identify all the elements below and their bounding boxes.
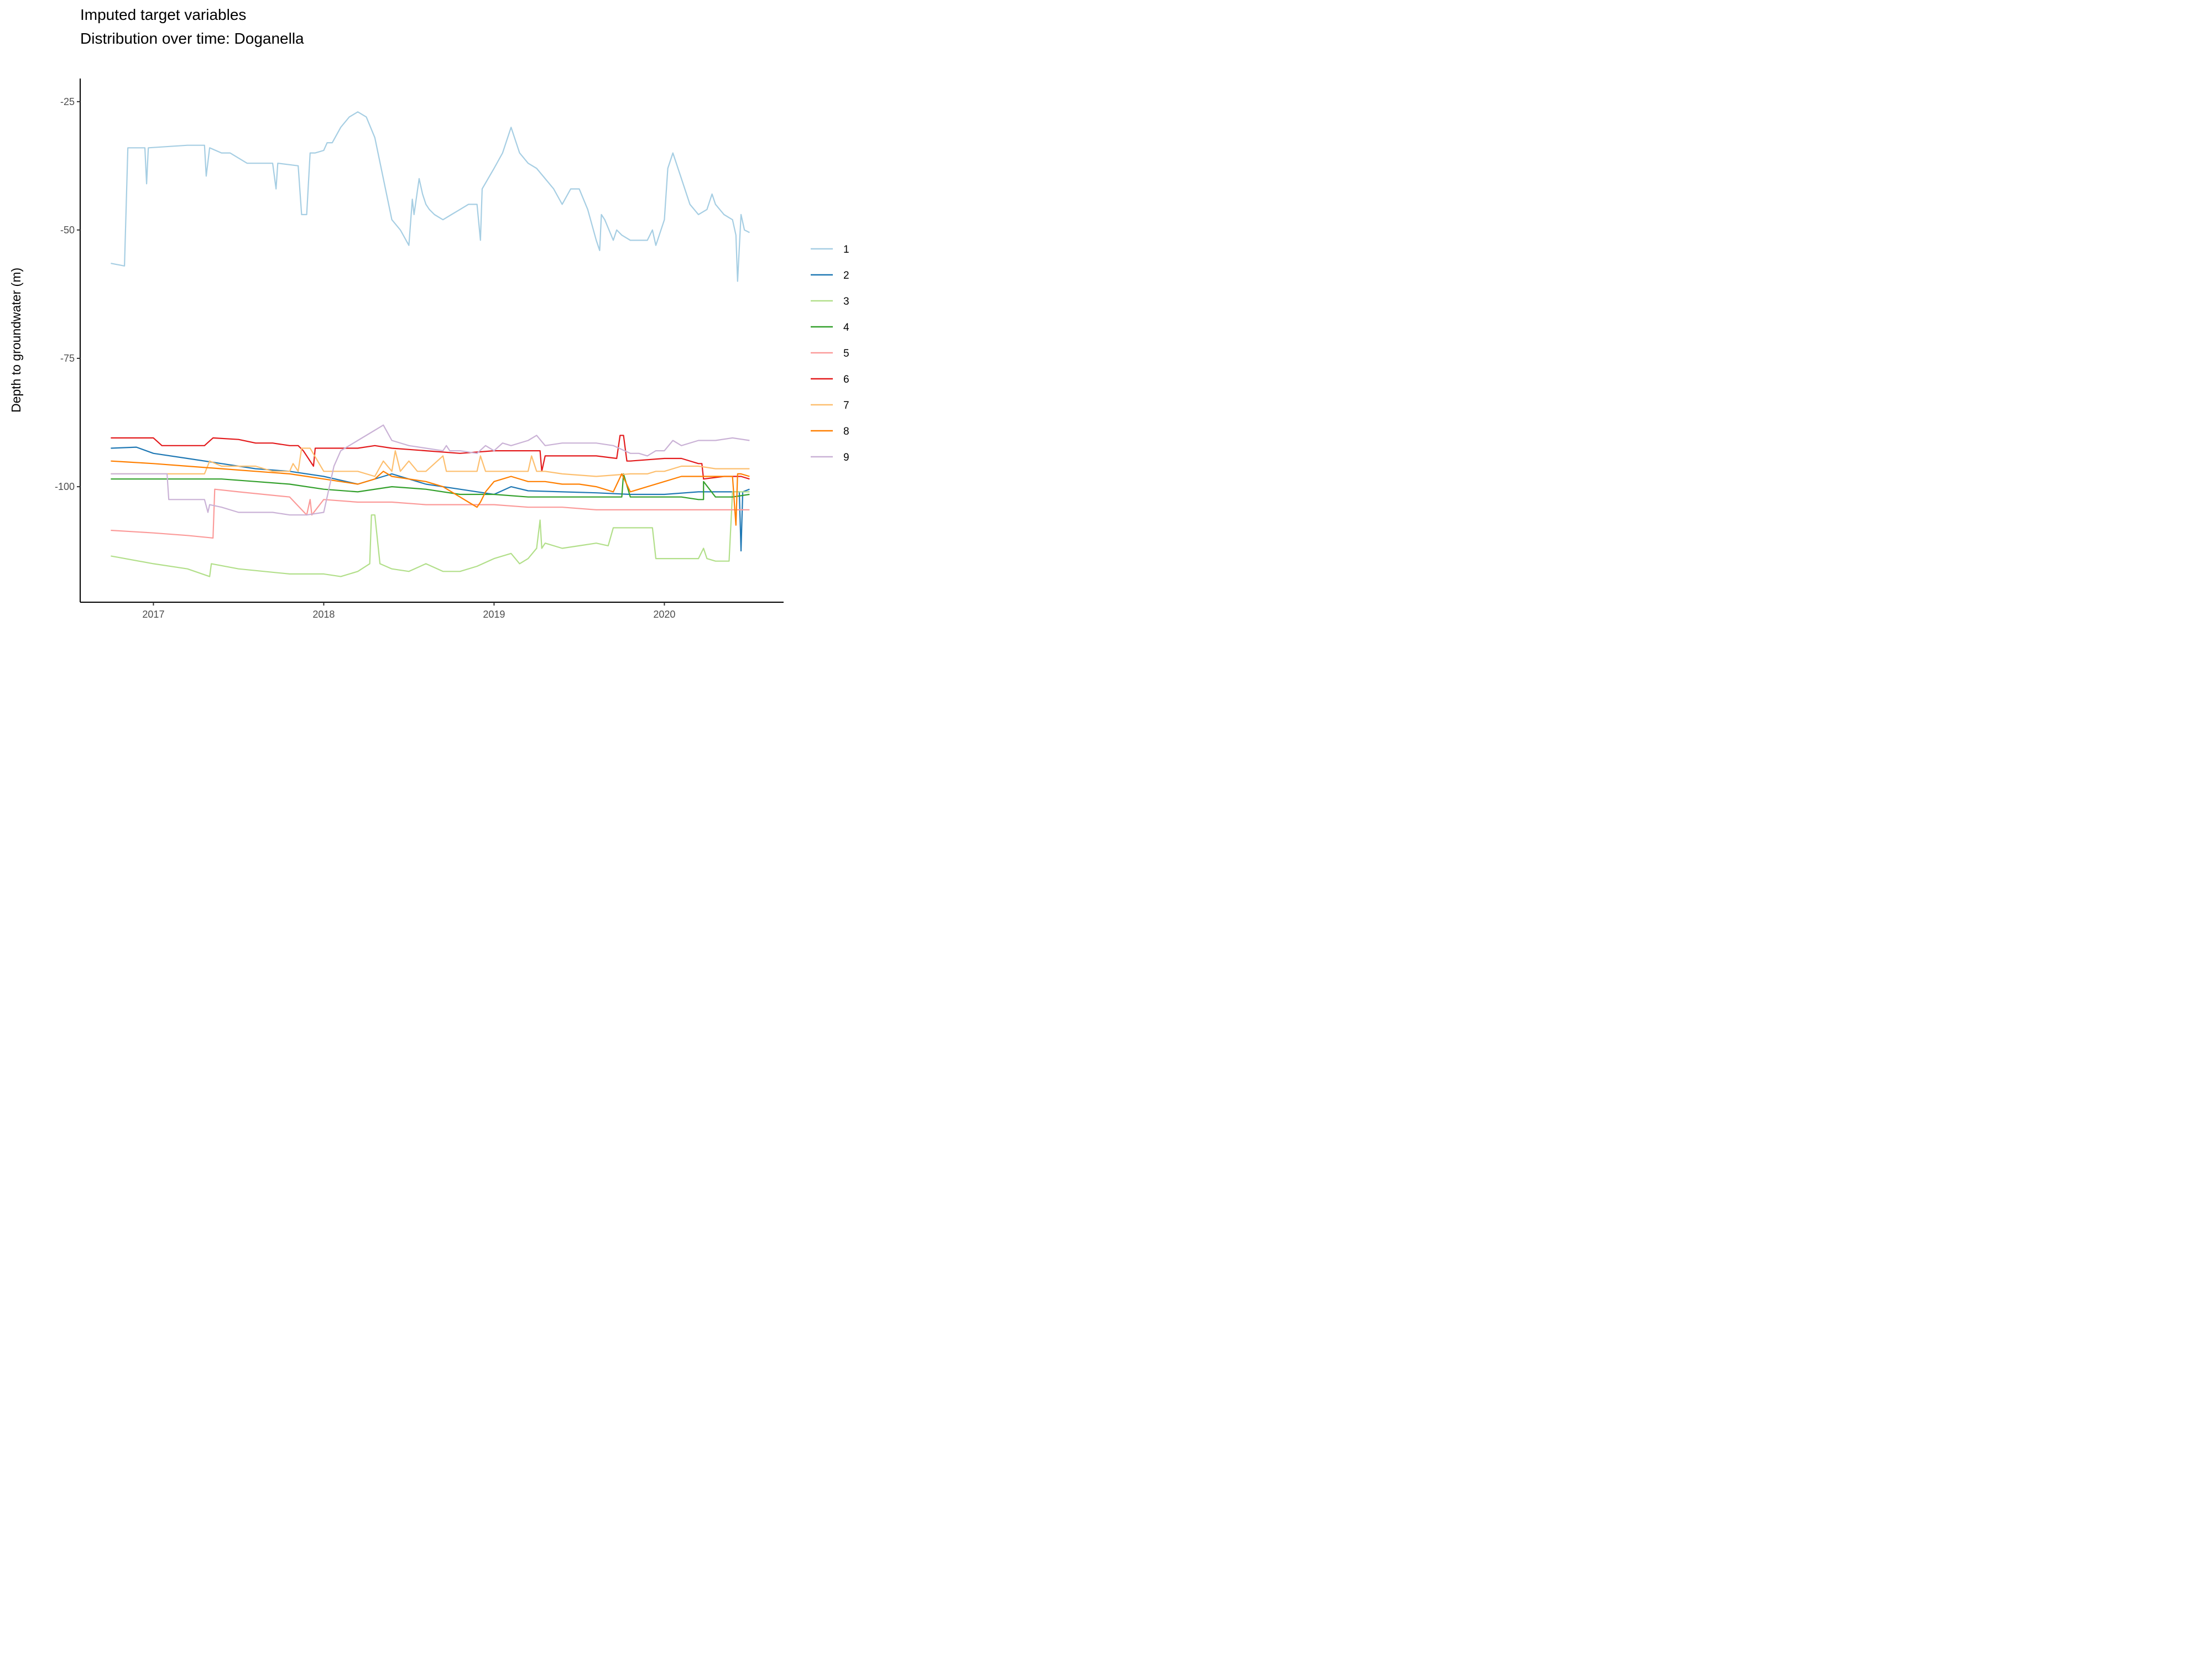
x-tick-label: 2020	[653, 609, 675, 620]
legend-label-2: 2	[843, 270, 849, 281]
legend-label-8: 8	[843, 426, 849, 437]
chart: Imputed target variables Distribution ov…	[0, 0, 858, 644]
y-tick-label: -100	[55, 481, 75, 492]
series-line-1	[111, 111, 750, 282]
y-tick-label: -25	[60, 96, 75, 107]
plot-area	[111, 111, 750, 577]
legend-label-6: 6	[843, 374, 849, 385]
legend-label-3: 3	[843, 296, 849, 307]
series-line-5	[111, 488, 750, 539]
series-line-7	[111, 447, 750, 477]
x-tick-label: 2019	[483, 609, 505, 620]
chart-background	[0, 0, 858, 644]
series-line-8	[111, 460, 750, 526]
y-tick-label: -75	[60, 353, 75, 364]
y-axis-title: Depth to groundwater (m)	[9, 268, 23, 413]
legend-label-7: 7	[843, 400, 849, 411]
x-axis-ticks: 2017 2018 2019 2020	[142, 602, 675, 620]
legend-label-5: 5	[843, 348, 849, 359]
legend-label-9: 9	[843, 452, 849, 463]
x-tick-label: 2018	[312, 609, 335, 620]
series-line-4	[111, 473, 750, 500]
y-tick-label: -50	[60, 225, 75, 236]
x-tick-label: 2017	[142, 609, 164, 620]
series-line-2	[111, 446, 750, 552]
y-axis-ticks: -25 -50 -75 -100	[55, 96, 80, 492]
series-line-3	[111, 491, 750, 577]
series-line-9	[111, 424, 750, 516]
chart-title-line-1: Imputed target variables	[80, 6, 246, 23]
legend: 1 2 3 4 5 6 7 8 9	[811, 244, 849, 463]
legend-label-1: 1	[843, 244, 849, 255]
chart-title-line-2: Distribution over time: Doganella	[80, 30, 304, 47]
series-layer	[111, 111, 750, 577]
legend-label-4: 4	[843, 322, 849, 333]
